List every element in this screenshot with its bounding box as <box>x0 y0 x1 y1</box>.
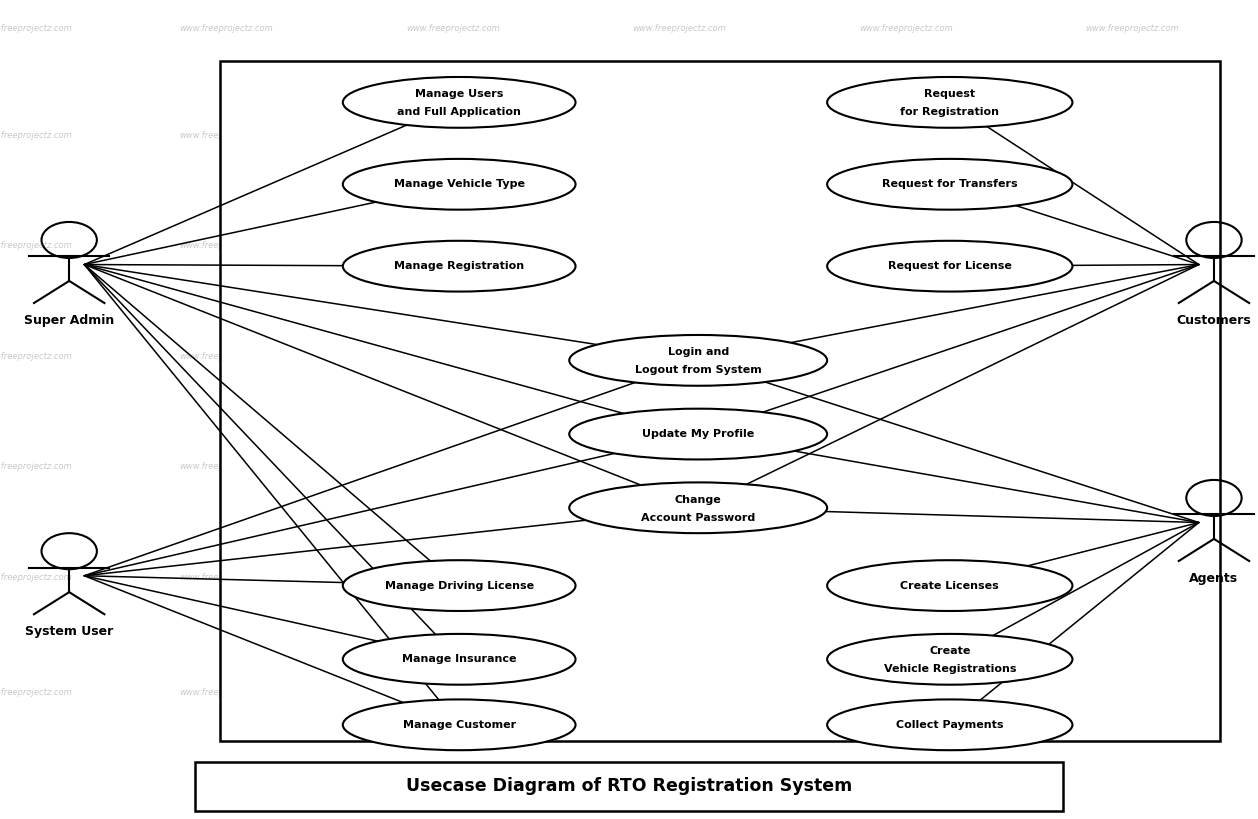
Ellipse shape <box>342 77 576 128</box>
Text: www.freeprojectz.com: www.freeprojectz.com <box>180 242 273 250</box>
FancyBboxPatch shape <box>220 61 1220 741</box>
Text: www.freeprojectz.com: www.freeprojectz.com <box>0 131 72 139</box>
Text: www.freeprojectz.com: www.freeprojectz.com <box>1086 242 1179 250</box>
Ellipse shape <box>828 699 1072 750</box>
Text: www.freeprojectz.com: www.freeprojectz.com <box>406 131 499 139</box>
Text: Create Licenses: Create Licenses <box>901 581 999 590</box>
Ellipse shape <box>342 699 576 750</box>
Text: www.freeprojectz.com: www.freeprojectz.com <box>180 352 273 360</box>
Text: www.freeprojectz.com: www.freeprojectz.com <box>859 463 952 471</box>
Ellipse shape <box>828 241 1072 292</box>
Text: www.freeprojectz.com: www.freeprojectz.com <box>406 25 499 33</box>
Text: www.freeprojectz.com: www.freeprojectz.com <box>1086 25 1179 33</box>
Ellipse shape <box>828 77 1072 128</box>
Text: for Registration: for Registration <box>901 107 999 117</box>
Text: www.freeprojectz.com: www.freeprojectz.com <box>633 688 726 696</box>
Text: www.freeprojectz.com: www.freeprojectz.com <box>633 352 726 360</box>
Ellipse shape <box>570 335 828 386</box>
Text: Customers: Customers <box>1176 314 1252 327</box>
Text: www.freeprojectz.com: www.freeprojectz.com <box>633 573 726 581</box>
Text: www.freeprojectz.com: www.freeprojectz.com <box>0 463 72 471</box>
Text: www.freeprojectz.com: www.freeprojectz.com <box>859 131 952 139</box>
Text: www.freeprojectz.com: www.freeprojectz.com <box>1086 688 1179 696</box>
Ellipse shape <box>342 241 576 292</box>
Text: Request for License: Request for License <box>888 261 1011 271</box>
Text: www.freeprojectz.com: www.freeprojectz.com <box>633 131 726 139</box>
Text: www.freeprojectz.com: www.freeprojectz.com <box>859 352 952 360</box>
Text: Collect Payments: Collect Payments <box>896 720 1004 730</box>
Text: www.freeprojectz.com: www.freeprojectz.com <box>0 688 72 696</box>
Text: www.freeprojectz.com: www.freeprojectz.com <box>633 242 726 250</box>
Text: www.freeprojectz.com: www.freeprojectz.com <box>406 463 499 471</box>
Ellipse shape <box>342 634 576 685</box>
Text: www.freeprojectz.com: www.freeprojectz.com <box>633 25 726 33</box>
Text: www.freeprojectz.com: www.freeprojectz.com <box>0 25 72 33</box>
Text: www.freeprojectz.com: www.freeprojectz.com <box>180 25 273 33</box>
Text: www.freeprojectz.com: www.freeprojectz.com <box>180 463 273 471</box>
Text: www.freeprojectz.com: www.freeprojectz.com <box>859 573 952 581</box>
Text: www.freeprojectz.com: www.freeprojectz.com <box>180 573 273 581</box>
Text: Change: Change <box>674 495 722 505</box>
Text: www.freeprojectz.com: www.freeprojectz.com <box>0 242 72 250</box>
Ellipse shape <box>828 560 1072 611</box>
Text: Usecase Diagram of RTO Registration System: Usecase Diagram of RTO Registration Syst… <box>406 777 852 795</box>
Text: Login and: Login and <box>668 347 728 357</box>
Text: www.freeprojectz.com: www.freeprojectz.com <box>1086 573 1179 581</box>
Text: www.freeprojectz.com: www.freeprojectz.com <box>0 573 72 581</box>
Text: Account Password: Account Password <box>642 513 755 523</box>
Text: Manage Users: Manage Users <box>415 89 503 99</box>
Text: www.freeprojectz.com: www.freeprojectz.com <box>859 242 952 250</box>
Ellipse shape <box>828 634 1072 685</box>
Text: Super Admin: Super Admin <box>24 314 114 327</box>
Ellipse shape <box>570 482 828 533</box>
Text: www.freeprojectz.com: www.freeprojectz.com <box>1086 463 1179 471</box>
Text: Request: Request <box>925 89 975 99</box>
Text: Update My Profile: Update My Profile <box>642 429 755 439</box>
Text: www.freeprojectz.com: www.freeprojectz.com <box>0 352 72 360</box>
Text: Create: Create <box>930 646 970 656</box>
Ellipse shape <box>828 159 1072 210</box>
Ellipse shape <box>342 159 576 210</box>
Text: www.freeprojectz.com: www.freeprojectz.com <box>406 688 499 696</box>
Text: Agents: Agents <box>1189 572 1239 585</box>
Text: www.freeprojectz.com: www.freeprojectz.com <box>406 352 499 360</box>
Text: www.freeprojectz.com: www.freeprojectz.com <box>633 463 726 471</box>
Text: Manage Driving License: Manage Driving License <box>385 581 533 590</box>
Text: www.freeprojectz.com: www.freeprojectz.com <box>406 242 499 250</box>
Text: Manage Registration: Manage Registration <box>394 261 525 271</box>
Text: www.freeprojectz.com: www.freeprojectz.com <box>406 573 499 581</box>
Text: System User: System User <box>25 625 113 638</box>
Text: Manage Customer: Manage Customer <box>403 720 516 730</box>
Text: www.freeprojectz.com: www.freeprojectz.com <box>859 688 952 696</box>
Text: Request for Transfers: Request for Transfers <box>882 179 1018 189</box>
Text: Manage Vehicle Type: Manage Vehicle Type <box>394 179 525 189</box>
Ellipse shape <box>570 409 828 459</box>
FancyBboxPatch shape <box>195 762 1063 811</box>
Text: www.freeprojectz.com: www.freeprojectz.com <box>1086 131 1179 139</box>
Ellipse shape <box>342 560 576 611</box>
Text: www.freeprojectz.com: www.freeprojectz.com <box>180 131 273 139</box>
Text: www.freeprojectz.com: www.freeprojectz.com <box>859 25 952 33</box>
Text: www.freeprojectz.com: www.freeprojectz.com <box>180 688 273 696</box>
Text: Manage Insurance: Manage Insurance <box>401 654 517 664</box>
Text: and Full Application: and Full Application <box>398 107 521 117</box>
Text: Logout from System: Logout from System <box>635 365 761 375</box>
Text: Vehicle Registrations: Vehicle Registrations <box>883 664 1016 674</box>
Text: www.freeprojectz.com: www.freeprojectz.com <box>1086 352 1179 360</box>
